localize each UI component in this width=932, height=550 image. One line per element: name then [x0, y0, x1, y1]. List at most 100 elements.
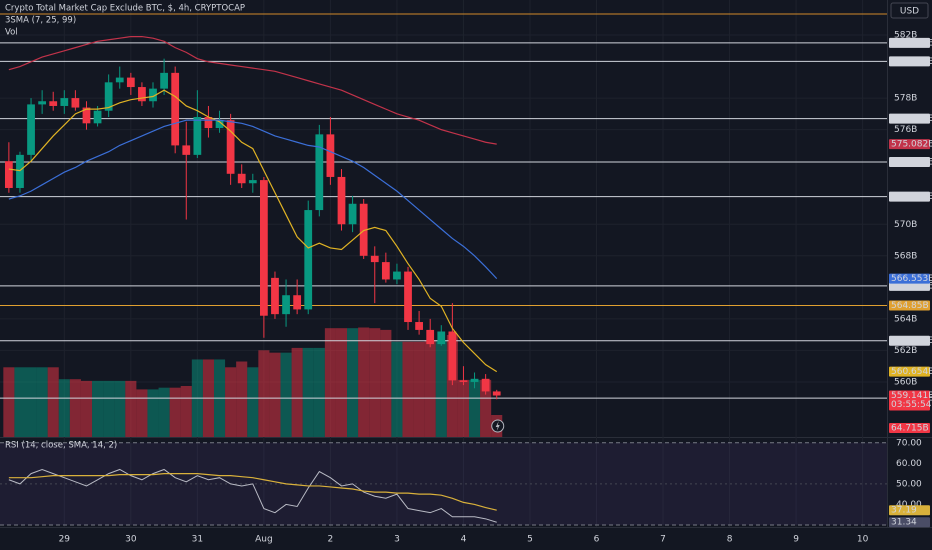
y-tick-label: 568B [894, 251, 917, 261]
x-tick-label: 3 [394, 535, 400, 545]
volume-bar [446, 334, 458, 437]
volume-bar [103, 380, 115, 437]
candle-body [426, 329, 435, 345]
rsi-sma-line [8, 472, 497, 511]
candle-body [337, 176, 346, 225]
volume-bar [158, 387, 170, 437]
x-tick-label: 10 [857, 535, 869, 545]
volume-last-label: 64.715B [891, 424, 929, 434]
rsi-tick-label: 70.00 [896, 438, 922, 448]
candle-body [315, 134, 324, 211]
rsi-sma-last-label: 37.19 [891, 506, 917, 516]
level-label-box [889, 113, 930, 124]
volume-bar [14, 367, 26, 437]
volume-bar [80, 380, 93, 437]
candle-body [304, 210, 313, 310]
x-tick-label: 4 [461, 535, 467, 545]
x-tick-label: Aug [255, 535, 273, 545]
candle-body [237, 173, 246, 184]
rsi-label: RSI (14, close, SMA, 14, 2) [5, 441, 117, 451]
rsi-band-fill [0, 442, 887, 525]
candle-body [370, 255, 379, 263]
rsi-last-label: 31.34 [891, 518, 917, 528]
level-label-box [889, 300, 930, 311]
candle-body [215, 120, 224, 129]
candle-body [415, 322, 423, 330]
x-tick-label: 9 [793, 535, 799, 545]
chart-title: Crypto Total Market Cap Exclude BTC, $, … [5, 4, 245, 14]
candle-body [49, 101, 58, 106]
y-tick-label: 564B [894, 314, 917, 324]
candle-body [115, 77, 124, 83]
x-tick-label: 30 [125, 535, 137, 545]
volume-bar [269, 352, 281, 437]
level-label: 576.695B [891, 114, 932, 124]
x-tick-label: 29 [59, 535, 71, 545]
volume-bar [169, 387, 181, 437]
moving-average [8, 35, 497, 145]
candle-body [248, 180, 257, 184]
candle-body [38, 101, 47, 105]
candle-body [171, 72, 180, 146]
volume-bar [136, 389, 148, 437]
x-tick-label: 31 [192, 535, 203, 545]
volume-bar [69, 379, 81, 437]
volume-bar [435, 340, 447, 437]
candle-body [4, 161, 13, 188]
level-label: 571.755B [891, 192, 932, 202]
volume-bar [313, 347, 325, 437]
moving-average [8, 119, 498, 280]
candle-body [393, 271, 401, 280]
volume-bar [3, 367, 15, 437]
candle-body [437, 331, 446, 345]
close-label: 559.141B [891, 391, 932, 401]
candle-body [470, 378, 479, 382]
rsi-tick-label: 40.00 [896, 500, 922, 510]
candle-body [16, 154, 24, 188]
candle-body [359, 203, 368, 256]
y-tick-label: 582B [894, 31, 917, 41]
volume-bar [369, 328, 381, 437]
candle-body [293, 295, 302, 310]
x-tick-label: 6 [594, 535, 600, 545]
volume-bar [180, 385, 192, 437]
level-label: 562.617B [891, 336, 932, 346]
currency-box[interactable] [890, 2, 929, 19]
candle-body [348, 203, 357, 225]
candle-body [104, 82, 113, 111]
level-label: 581.504B [891, 38, 932, 48]
candle-body [226, 120, 235, 174]
candle-body [448, 331, 457, 381]
candle-body [204, 117, 213, 129]
volume-bar [36, 367, 48, 437]
candle-body [126, 77, 135, 88]
volume-bar [358, 327, 370, 437]
x-tick-label: 7 [660, 535, 666, 545]
currency[interactable]: USD [900, 7, 919, 17]
candle-body [481, 378, 490, 392]
volume-bar [469, 379, 481, 437]
y-tick-label: 576B [894, 125, 917, 135]
rsi-sma-last-label-box [889, 505, 930, 516]
level-label-box [889, 56, 930, 67]
volume-bar [280, 352, 292, 437]
rsi-line [8, 468, 497, 523]
candle-body [381, 262, 390, 280]
volume-bar [47, 367, 59, 437]
level-label: 564.85B [891, 301, 929, 311]
rsi-tick-label: 50.00 [896, 479, 922, 489]
rsi-tick-label: 60.00 [896, 459, 922, 469]
rsi-last-label-box [889, 517, 930, 528]
level-label-box [889, 37, 930, 48]
candle-body [93, 110, 102, 124]
ma-last-label-box [889, 366, 930, 377]
volume-bar [147, 389, 159, 437]
y-tick-label: 578B [894, 94, 917, 104]
candle-body [27, 104, 35, 155]
volume-bar [347, 328, 359, 437]
volume-bar [225, 367, 237, 437]
volume-bar [125, 380, 137, 437]
volume-bar [402, 341, 414, 437]
icon-bolt [495, 421, 500, 431]
